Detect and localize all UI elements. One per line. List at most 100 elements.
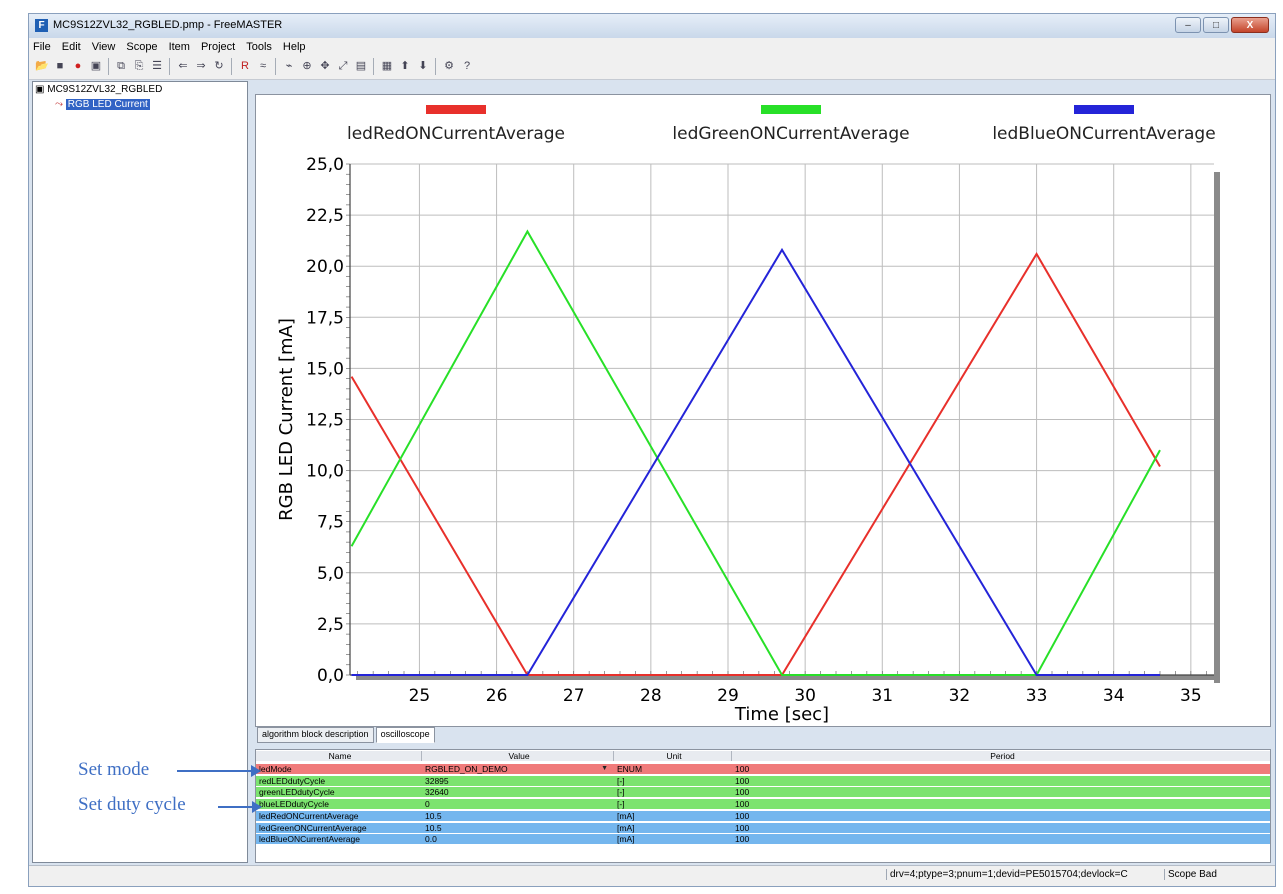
legend-label-1: ledGreenONCurrentAverage (672, 124, 909, 144)
grid-header-row: Name Value Unit Period (256, 751, 1270, 761)
cell-unit: [-] (617, 799, 625, 810)
dropdown-arrow-icon[interactable]: ▼ (601, 765, 608, 772)
cell-name: ledRedONCurrentAverage (259, 810, 359, 821)
y-tick-label: 15,0 (306, 359, 344, 379)
settings-icon[interactable]: ⚙ (444, 60, 454, 72)
freemaster-window: F MC9S12ZVL32_RGBLED.pmp - FreeMASTER – … (28, 13, 1276, 887)
menu-file[interactable]: File (33, 40, 51, 53)
chart-plot (350, 229, 1161, 676)
menu-view[interactable]: View (91, 40, 116, 53)
title-bar[interactable]: F MC9S12ZVL32_RGBLED.pmp - FreeMASTER – … (29, 14, 1275, 38)
y-tick-label: 0,0 (317, 666, 344, 686)
scope-icon[interactable]: ⌁ (285, 60, 293, 72)
close-button[interactable]: X (1231, 17, 1269, 33)
series-line-2 (351, 247, 1160, 676)
table-row[interactable]: ledRedONCurrentAverage 10.5 [mA] 100 (256, 810, 1270, 821)
up-icon[interactable]: ⬆ (400, 60, 410, 72)
table-row[interactable]: ledGreenONCurrentAverage 10.5 [mA] 100 (256, 822, 1270, 833)
cell-value[interactable]: 0 (425, 799, 430, 810)
open-icon[interactable]: 📂 (35, 60, 49, 72)
plot-shadow-right (1214, 172, 1220, 683)
cell-value[interactable]: 0.0 (425, 834, 437, 845)
chart-axes: 25 26 27 28 29 30 31 32 33 34 35 0,0 2,5 5,0 7,5 10,0 12… (306, 155, 1220, 706)
status-scope: Scope Bad (1164, 869, 1217, 880)
annotation-arrow-duty (218, 801, 262, 813)
chart-legend: ledRedONCurrentAverage ledGreenONCurrentA… (347, 105, 1216, 144)
x-tick-label: 26 (486, 686, 508, 706)
table-row[interactable]: blueLEDdutyCycle 0 [-] 100 (256, 799, 1270, 810)
back-icon[interactable]: ⇐ (178, 60, 188, 72)
cell-value[interactable]: RGBLED_ON_DEMO (425, 764, 508, 774)
tab-oscilloscope[interactable]: oscilloscope (375, 727, 435, 743)
record-icon[interactable]: R (241, 60, 249, 72)
menu-item[interactable]: Item (168, 40, 190, 53)
cell-value[interactable]: 32640 (425, 787, 449, 798)
legend-label-2: ledBlueONCurrentAverage (992, 124, 1215, 144)
variable-icon[interactable]: ≈ (259, 60, 267, 72)
status-connection: drv=4;ptype=3;pnum=1;devid=PE5015704;dev… (886, 869, 1128, 880)
cell-period: 100 (735, 775, 750, 786)
column-header-unit[interactable]: Unit (614, 751, 732, 761)
menu-help[interactable]: Help (282, 40, 306, 53)
export-icon[interactable]: ▤ (355, 60, 367, 72)
tree-root[interactable]: ▣ MC9S12ZVL32_RGBLED (35, 84, 162, 95)
grid-icon[interactable]: ▦ (381, 60, 393, 72)
properties-icon[interactable]: ☰ (152, 60, 162, 72)
cell-name: ledMode (259, 764, 292, 774)
y-tick-label: 5,0 (317, 564, 344, 584)
legend-swatch-0 (426, 105, 486, 114)
y-tick-label: 25,0 (306, 155, 344, 175)
cell-name: greenLEDdutyCycle (259, 787, 335, 798)
column-header-value[interactable]: Value (422, 751, 614, 761)
fit-icon[interactable]: ⤢ (338, 60, 348, 72)
table-row[interactable]: greenLEDdutyCycle 32640 [-] 100 (256, 787, 1270, 798)
cell-period: 100 (735, 834, 750, 845)
detail-pane: ledRedONCurrentAverage ledGreenONCurrentA… (253, 81, 1273, 865)
tree-root-label: MC9S12ZVL32_RGBLED (47, 84, 163, 95)
cell-period: 100 (735, 810, 750, 821)
variable-watch-grid[interactable]: Name Value Unit Period ledMode RGBLED_ON_… (255, 749, 1271, 863)
menu-bar: File Edit View Scope Item Project Tools … (29, 38, 1275, 55)
forward-icon[interactable]: ⇒ (196, 60, 206, 72)
refresh-icon[interactable]: ↻ (214, 60, 224, 72)
y-tick-label: 17,5 (306, 308, 344, 328)
y-axis-label: RGB LED Current [mA] (276, 318, 297, 521)
down-icon[interactable]: ⬇ (418, 60, 428, 72)
x-tick-label: 29 (717, 686, 739, 706)
maximize-button[interactable]: □ (1203, 17, 1229, 33)
pan-icon[interactable]: ✥ (320, 60, 330, 72)
tree-item-rgb-led-current[interactable]: ⤳ RGB LED Current (55, 99, 150, 110)
column-header-name[interactable]: Name (256, 751, 422, 761)
x-tick-label: 34 (1103, 686, 1125, 706)
cell-value[interactable]: 10.5 (425, 822, 442, 833)
x-tick-label: 30 (794, 686, 816, 706)
zoom-icon[interactable]: ⊕ (302, 60, 312, 72)
table-row[interactable]: redLEDdutyCycle 32895 [-] 100 (256, 775, 1270, 786)
oscilloscope-chart[interactable]: ledRedONCurrentAverage ledGreenONCurrentA… (255, 94, 1271, 727)
project-icon: ▣ (35, 84, 45, 95)
tab-algorithm-block-description[interactable]: algorithm block description (257, 727, 374, 743)
options-icon[interactable]: ▣ (90, 60, 102, 72)
table-row[interactable]: ledBlueONCurrentAverage 0.0 [mA] 100 (256, 834, 1270, 845)
cell-value[interactable]: 32895 (425, 775, 449, 786)
help-icon[interactable]: ? (463, 60, 471, 72)
tab-strip: algorithm block description oscilloscope (257, 727, 437, 743)
y-tick-label: 22,5 (306, 206, 344, 226)
cell-name: redLEDdutyCycle (259, 775, 326, 786)
column-header-period[interactable]: Period (990, 751, 1015, 761)
minimize-button[interactable]: – (1175, 17, 1201, 33)
menu-project[interactable]: Project (200, 40, 236, 53)
cell-value[interactable]: 10.5 (425, 810, 442, 821)
menu-edit[interactable]: Edit (61, 40, 81, 53)
menu-tools[interactable]: Tools (246, 40, 272, 53)
x-tick-label: 28 (640, 686, 662, 706)
save-icon[interactable]: ■ (56, 60, 64, 72)
project-tree[interactable]: ▣ MC9S12ZVL32_RGBLED ⤳ RGB LED Current (32, 81, 248, 863)
table-row[interactable]: ledMode RGBLED_ON_DEMO ENUM 100 ▼ (256, 764, 1270, 774)
y-tick-label: 7,5 (317, 513, 344, 533)
copy-icon[interactable]: ⧉ (117, 60, 125, 72)
paste-icon[interactable]: ⎘ (134, 60, 144, 72)
stop-icon[interactable]: ● (74, 60, 82, 72)
cell-name: blueLEDdutyCycle (259, 799, 329, 810)
menu-scope[interactable]: Scope (126, 40, 158, 53)
